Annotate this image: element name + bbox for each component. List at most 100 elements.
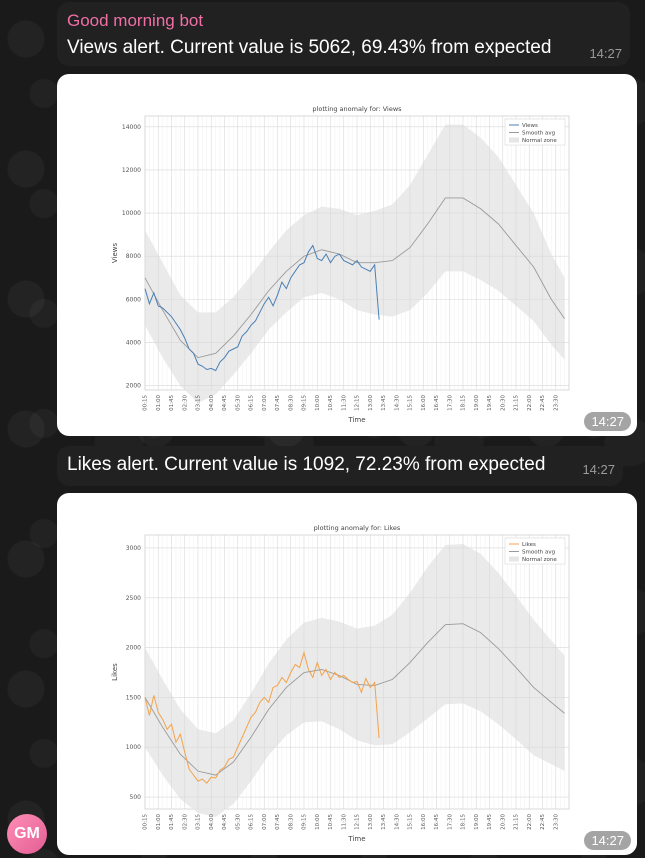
x-tick-label: 20:30	[500, 395, 506, 411]
x-tick-label: 17:30	[447, 395, 453, 411]
x-tick-label: 22:45	[540, 395, 546, 411]
y-tick-label: 2000	[126, 383, 141, 390]
y-tick-label: 3000	[126, 545, 141, 552]
photo-message-views-chart[interactable]: 00:15 01:00 01:45 02:30 03:15 04:00 04:45 05:30…	[57, 74, 637, 436]
x-tick-label: 00:15	[143, 395, 149, 411]
x-tick-label: 07:45	[275, 814, 281, 830]
x-tick-label: 16:00	[421, 395, 427, 411]
views-anomaly-chart: 00:15 01:00 01:45 02:30 03:15 04:00 04:45 05:30…	[111, 105, 570, 424]
x-tick-label: 19:00	[474, 395, 480, 411]
legend-swatch	[509, 137, 519, 143]
x-tick-label: 00:15	[143, 814, 149, 830]
message-bubble-likes-alert[interactable]: Likes alert. Current value is 1092, 72.2…	[57, 446, 623, 486]
x-tick-label: 01:00	[156, 814, 162, 830]
x-tick-label: 09:15	[302, 814, 308, 830]
x-tick-label: 19:00	[474, 814, 480, 830]
x-tick-label: 04:00	[209, 395, 215, 411]
y-tick-label: 6000	[126, 296, 141, 303]
y-axis-label: Likes	[111, 663, 119, 681]
message-time: 14:27	[589, 46, 622, 61]
legend-label: Views	[522, 123, 538, 129]
x-tick-label: 21:15	[514, 395, 520, 411]
y-tick-label: 1000	[126, 744, 141, 751]
x-tick-label: 16:45	[434, 395, 440, 411]
x-tick-label: 17:30	[447, 814, 453, 830]
x-tick-label: 12:15	[355, 814, 361, 830]
chart-title: plotting anomaly for: Likes	[314, 524, 401, 532]
y-tick-label: 10000	[122, 210, 141, 217]
x-tick-label: 13:00	[368, 395, 374, 411]
x-tick-label: 06:15	[249, 814, 255, 830]
message-text: Likes alert. Current value is 1092, 72.2…	[67, 454, 546, 475]
x-tick-label: 19:45	[487, 814, 493, 830]
x-tick-label: 21:15	[514, 814, 520, 830]
x-tick-label: 07:00	[262, 814, 268, 830]
x-tick-label: 04:45	[222, 395, 228, 411]
x-tick-label: 18:15	[461, 395, 467, 411]
message-text: Views alert. Current value is 5062, 69.4…	[67, 37, 552, 58]
x-tick-label: 03:15	[196, 395, 202, 411]
x-tick-label: 13:00	[368, 814, 374, 830]
x-tick-label: 01:00	[156, 395, 162, 411]
x-tick-label: 07:00	[262, 395, 268, 411]
x-tick-label: 22:00	[527, 814, 533, 830]
x-tick-label: 09:15	[302, 395, 308, 411]
message-bubble-views-alert[interactable]: Good morning bot Views alert. Current va…	[57, 2, 630, 66]
x-tick-label: 15:15	[408, 395, 414, 411]
chart-title: plotting anomaly for: Views	[312, 105, 402, 113]
x-tick-label: 22:00	[527, 395, 533, 411]
photo-time: 14:27	[584, 412, 631, 431]
x-tick-label: 10:45	[328, 395, 334, 411]
x-tick-label: 12:15	[355, 395, 361, 411]
message-sender-name[interactable]: Good morning bot	[67, 11, 204, 30]
x-tick-label: 22:45	[540, 814, 546, 830]
series-line-likes	[144, 650, 380, 784]
x-tick-label: 10:00	[315, 814, 321, 830]
x-tick-label: 11:30	[341, 395, 347, 411]
x-tick-label: 03:15	[196, 814, 202, 830]
normal-zone-band	[145, 543, 565, 817]
x-tick-label: 16:45	[434, 814, 440, 830]
x-tick-label: 02:30	[182, 814, 188, 830]
x-tick-label: 10:45	[328, 814, 334, 830]
legend-label: Normal zone	[522, 138, 557, 144]
series-line-views	[144, 244, 380, 372]
x-tick-label: 06:15	[249, 395, 255, 411]
x-tick-label: 01:45	[169, 395, 175, 411]
y-tick-label: 14000	[122, 124, 141, 131]
smooth-avg-line	[144, 197, 565, 359]
y-tick-label: 2000	[126, 645, 141, 652]
x-tick-label: 05:30	[235, 814, 241, 830]
x-tick-label: 08:30	[288, 395, 294, 411]
x-tick-label: 13:45	[381, 814, 387, 830]
x-tick-label: 23:30	[553, 814, 559, 830]
x-tick-label: 18:15	[461, 814, 467, 830]
x-axis-label: Time	[347, 416, 365, 424]
likes-anomaly-chart: 00:15 01:00 01:45 02:30 03:15 04:00 04:45 05:30…	[111, 524, 570, 843]
avatar[interactable]: GM	[7, 814, 47, 854]
x-tick-label: 04:45	[222, 814, 228, 830]
message-time: 14:27	[582, 462, 615, 477]
x-tick-label: 07:45	[275, 395, 281, 411]
x-tick-label: 16:00	[421, 814, 427, 830]
x-tick-label: 11:30	[341, 814, 347, 830]
legend-label: Likes	[522, 542, 536, 548]
x-tick-label: 08:30	[288, 814, 294, 830]
x-tick-label: 23:30	[553, 395, 559, 411]
x-tick-label: 04:00	[209, 814, 215, 830]
x-tick-label: 19:45	[487, 395, 493, 411]
x-axis-label: Time	[347, 835, 365, 843]
x-tick-label: 02:30	[182, 395, 188, 411]
y-tick-label: 4000	[126, 340, 141, 347]
x-tick-label: 05:30	[235, 395, 241, 411]
legend-label: Smooth avg	[522, 550, 555, 556]
photo-message-likes-chart[interactable]: 00:15 01:00 01:45 02:30 03:15 04:00 04:45 05:30…	[57, 493, 637, 855]
x-tick-label: 14:30	[394, 395, 400, 411]
smooth-avg-line	[144, 623, 565, 776]
y-axis-label: Views	[111, 243, 119, 264]
y-tick-label: 500	[130, 794, 142, 801]
legend-label: Smooth avg	[522, 131, 555, 137]
x-tick-label: 20:30	[500, 814, 506, 830]
y-tick-label: 12000	[122, 167, 141, 174]
x-tick-label: 10:00	[315, 395, 321, 411]
